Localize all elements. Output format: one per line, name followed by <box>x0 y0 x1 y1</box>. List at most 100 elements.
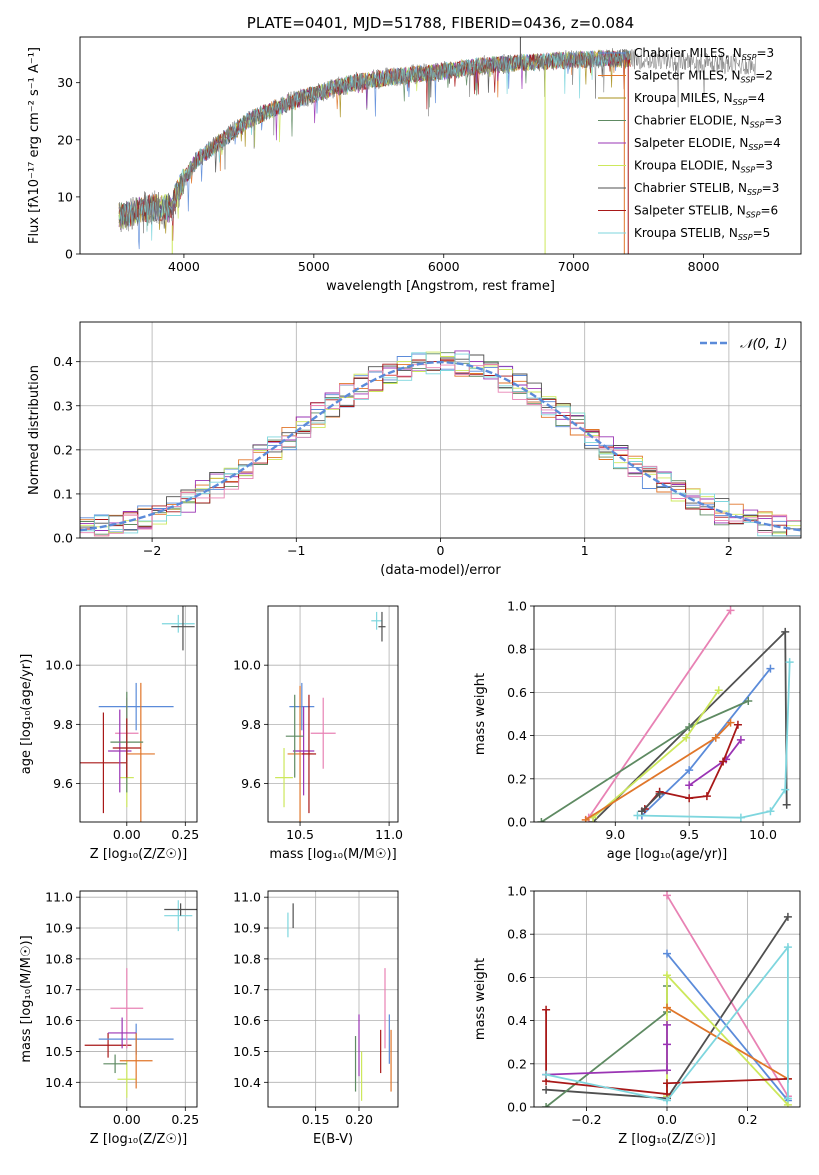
errorbar-point <box>110 968 144 1049</box>
weight-point-marker <box>702 792 711 801</box>
errorbar-point <box>108 1017 137 1049</box>
x-tick-label: 0 <box>437 543 445 558</box>
legend-equals: = <box>763 136 773 150</box>
weight-series <box>542 1020 671 1079</box>
legend-equals: = <box>755 159 765 173</box>
weight-point-marker <box>682 733 691 742</box>
weight-point-marker <box>542 1005 551 1014</box>
x-tick-label: 0.15 <box>302 1112 330 1127</box>
legend-subscript: SSP <box>738 233 753 242</box>
x-axis-label: mass [log₁₀(M/M☉)] <box>269 847 396 862</box>
weight-lines <box>542 891 792 1107</box>
y-tick-label: 9.6 <box>53 776 73 791</box>
legend-nssp-value: 6 <box>771 204 779 218</box>
errorbar-marks <box>84 900 197 1098</box>
y-tick-label: 9.8 <box>53 717 73 732</box>
spectrum-panel: 4000 5000 6000 7000 8000 0 10 20 30 wavelength [A… <box>27 14 802 294</box>
y-tick-label: 20 <box>57 132 73 147</box>
x-tick-label: 0.00 <box>113 827 141 842</box>
y-axis-label: Normed distribution <box>27 365 42 495</box>
age-massweight-panel: 9.0 9.5 10.0 0.0 0.2 0.4 0.6 0.8 1.0 age [log₁₀(a… <box>473 599 801 862</box>
weight-series <box>542 943 792 1105</box>
legend-label: 𝒩(0, 1) <box>740 337 787 352</box>
y-tick-label: 10.9 <box>233 921 261 936</box>
histogram-step-line <box>80 352 801 537</box>
errorbar-point <box>103 1054 127 1074</box>
y-tick-label: 0 <box>65 247 73 262</box>
legend-label: Chabrier MILES, NSSP=3 <box>634 46 774 62</box>
legend-equals: = <box>755 69 765 83</box>
weight-series-line <box>545 944 789 1102</box>
x-axis-label: Z [log₁₀(Z/Z☉)] <box>618 1132 715 1147</box>
x-axis-label: E(B-V) <box>313 1132 353 1147</box>
x-tick-label: −0.2 <box>571 1112 601 1127</box>
y-tick-label: 0.2 <box>53 442 73 457</box>
y-tick-label: 10.4 <box>45 1075 73 1090</box>
y-tick-label: 9.8 <box>241 717 261 732</box>
y-tick-label: 10.9 <box>45 921 73 936</box>
errorbar-marks <box>287 903 392 1101</box>
weight-point-marker <box>663 1096 671 1105</box>
y-axis-label: mass [log₁₀(M/M☉)] <box>19 935 34 1062</box>
weight-point-marker <box>744 697 753 706</box>
weight-point-marker <box>781 627 790 636</box>
reddening-mass-panel: 0.15 0.20 10.4 10.5 10.6 10.7 10.8 10.9 11.0 E(B-… <box>233 890 399 1147</box>
legend-subscript: SSP <box>742 53 757 62</box>
y-tick-label: 10.8 <box>233 951 261 966</box>
legend-label: Kroupa MILES, NSSP=4 <box>634 91 765 107</box>
legend-equals: = <box>753 226 763 240</box>
weight-series <box>589 686 723 822</box>
plot-frame <box>267 890 399 1108</box>
x-tick-label: 0.0 <box>657 1112 677 1127</box>
legend-nssp-value: 4 <box>757 91 765 105</box>
x-tick-label: 1 <box>581 543 589 558</box>
y-tick-label: 10.0 <box>233 658 261 673</box>
errorbar-point <box>289 682 315 731</box>
x-axis-label: Z [log₁₀(Z/Z☉)] <box>90 847 187 862</box>
y-tick-label: 10.4 <box>233 1075 261 1090</box>
legend-label: Salpeter STELIB, NSSP=6 <box>634 204 778 220</box>
x-tick-label: 0.00 <box>113 1112 141 1127</box>
weight-point-marker <box>726 718 735 727</box>
errorbar-point <box>84 1032 132 1058</box>
weight-series-line <box>540 700 749 822</box>
legend-series-name: Chabrier ELODIE, N <box>634 114 750 128</box>
legend-nssp-value: 3 <box>767 46 775 60</box>
x-axis-label: age [log₁₀(age/yr)] <box>607 847 728 862</box>
weight-series <box>633 658 794 822</box>
plot-frame <box>79 321 802 539</box>
x-tick-label: 7000 <box>558 259 590 274</box>
y-tick-label: 0.2 <box>507 771 527 786</box>
histogram-step-line <box>80 354 801 537</box>
weight-point-marker <box>685 722 694 731</box>
y-tick-label: 0.4 <box>507 728 527 743</box>
residual-histogram-panel: −2 −1 0 1 2 0.0 0.1 0.2 0.3 0.4 (data-model)/error… <box>27 321 802 578</box>
y-axis-label: mass weight <box>473 958 488 1040</box>
legend-series-name: Chabrier STELIB, N <box>634 181 747 195</box>
plot-frame <box>267 605 399 823</box>
weight-point-marker <box>714 686 723 695</box>
x-tick-label: 9.0 <box>605 827 625 842</box>
weight-series-line <box>545 986 668 1107</box>
x-tick-label: 2 <box>725 543 733 558</box>
weight-point-marker <box>783 912 792 921</box>
legend-equals: = <box>762 181 772 195</box>
metallicity-mass-panel: 0.00 0.25 10.4 10.5 10.6 10.7 10.8 10.9 11.0 Z [l… <box>19 890 199 1147</box>
errorbar-marks <box>275 611 386 822</box>
weight-point-marker <box>781 785 790 794</box>
weight-series-line <box>641 793 661 812</box>
errorbar-point <box>98 682 174 731</box>
weight-series-line <box>666 1006 789 1080</box>
legend-nssp-value: 3 <box>772 181 780 195</box>
metallicity-massweight-panel: −0.2 0.0 0.2 0.0 0.2 0.4 0.6 0.8 1.0 Z [log₁₀(Z/Z… <box>473 884 801 1147</box>
legend-series-name: Kroupa MILES, N <box>634 91 733 105</box>
weight-point-marker <box>663 1040 671 1049</box>
legend-subscript: SSP <box>741 76 756 85</box>
legend-equals: = <box>747 91 757 105</box>
errorbar-point <box>285 694 304 778</box>
weight-series-line <box>587 609 732 819</box>
x-tick-label: −1 <box>287 543 305 558</box>
legend-nssp-value: 5 <box>763 226 771 240</box>
weight-series-line <box>546 1024 668 1076</box>
